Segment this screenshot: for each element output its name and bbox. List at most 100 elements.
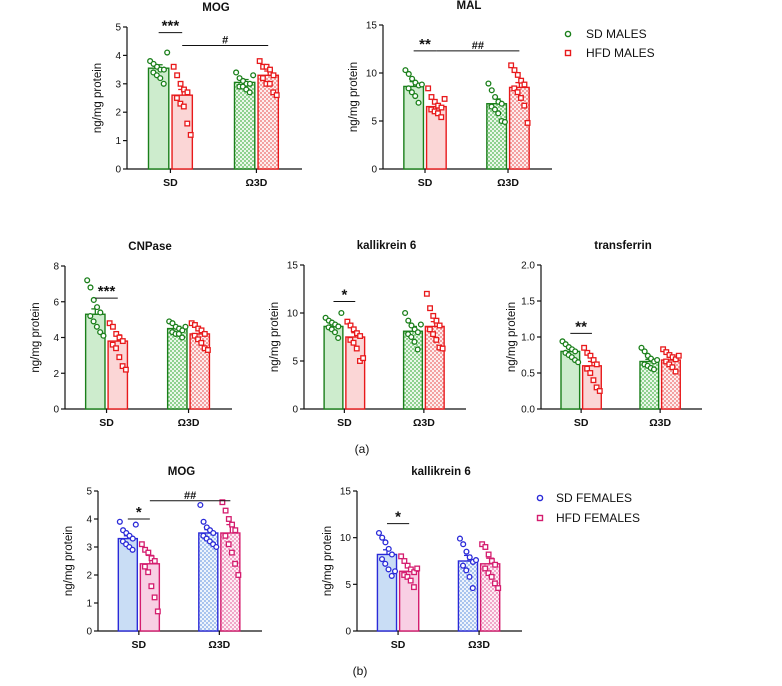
data-point [219, 499, 226, 506]
y-tick-label: 8 [53, 262, 59, 273]
data-point [581, 344, 588, 351]
data-point [524, 119, 531, 126]
data-point [402, 67, 409, 74]
y-tick-label: 1 [86, 599, 92, 610]
data-point [273, 92, 280, 99]
significance-label: * [136, 504, 142, 521]
data-point [404, 562, 411, 569]
data-point [233, 69, 240, 76]
y-tick-label: 10 [287, 309, 299, 320]
data-point [411, 338, 418, 345]
data-point [439, 345, 446, 352]
data-point [511, 85, 518, 92]
data-point [459, 562, 467, 569]
data-point [433, 336, 440, 343]
data-point [174, 72, 181, 79]
y-tick-label: 5 [292, 357, 298, 368]
chart-title: CNPase [128, 241, 171, 253]
chart-title: kallikrein 6 [411, 466, 470, 478]
data-point [414, 346, 421, 353]
data-point [466, 554, 473, 561]
data-point [93, 323, 100, 330]
y-tick-label: 5 [345, 580, 351, 591]
data-point [517, 95, 524, 101]
data-point [113, 330, 120, 337]
chart-title: transferrin [594, 240, 652, 252]
data-point [232, 560, 239, 567]
data-point [385, 545, 392, 552]
data-point [197, 501, 204, 509]
data-point [492, 561, 499, 568]
data-point [116, 334, 123, 341]
data-point [431, 98, 438, 105]
x-tick-label: Ω3D [413, 417, 435, 429]
data-point [430, 331, 437, 338]
x-tick-label: Ω3D [245, 177, 267, 189]
data-point [141, 563, 148, 570]
data-point [641, 348, 648, 355]
data-point [485, 570, 492, 577]
data-point [198, 339, 205, 346]
data-point [87, 284, 94, 291]
x-tick-label: SD [99, 417, 114, 429]
y-tick-label: 10 [366, 69, 378, 80]
data-point [331, 329, 339, 336]
y-tick-label: 2.0 [521, 261, 535, 272]
data-point [179, 334, 186, 341]
data-point [375, 529, 383, 537]
data-point [488, 87, 495, 94]
data-point [173, 95, 180, 101]
data-point [213, 543, 220, 551]
data-point [266, 80, 273, 87]
y-tick-label: 0 [292, 405, 298, 416]
x-tick-label: Ω3D [178, 417, 200, 429]
data-point [109, 341, 116, 348]
significance-label: # [222, 34, 228, 46]
data-point [132, 521, 139, 528]
data-point [508, 62, 515, 69]
data-point [106, 320, 113, 327]
significance-label: *** [162, 18, 180, 35]
data-point [441, 95, 448, 102]
data-point [385, 566, 392, 573]
bar [257, 74, 280, 170]
y-tick-label: 0 [53, 405, 59, 416]
data-point [175, 330, 182, 337]
y-tick-label: 5 [371, 117, 377, 128]
data-point [184, 89, 191, 96]
y-axis-label: ng/mg protein [92, 63, 104, 133]
data-point [180, 103, 187, 110]
data-point [350, 326, 357, 333]
chart-title: MOG [168, 466, 196, 478]
data-point [491, 106, 498, 113]
data-point [129, 546, 136, 553]
data-point [222, 507, 229, 514]
y-axis-label: ng/mg protein [30, 302, 42, 372]
data-point [428, 94, 435, 100]
y-axis-label: ng/mg protein [63, 526, 75, 596]
data-point [256, 58, 263, 65]
data-point [347, 322, 354, 329]
significance-label: ## [472, 40, 484, 52]
data-point [438, 114, 445, 121]
data-point [360, 355, 367, 362]
significance-label: ** [419, 36, 431, 53]
data-point [97, 309, 104, 316]
data-point [411, 569, 418, 576]
data-point [638, 344, 645, 351]
y-tick-label: 2 [86, 571, 92, 582]
data-point [382, 539, 389, 546]
data-point [90, 296, 97, 304]
y-tick-label: 3 [115, 79, 121, 90]
y-tick-label: 15 [366, 21, 378, 32]
y-tick-label: 0 [115, 165, 121, 176]
data-point [672, 356, 679, 363]
legend-males: SD MALES HFD MALES [564, 27, 655, 60]
y-tick-label: 10 [340, 533, 352, 544]
data-point [344, 318, 351, 325]
data-point [587, 370, 594, 376]
data-point [488, 558, 495, 564]
data-point [195, 336, 201, 343]
data-point [138, 541, 145, 548]
y-tick-label: 2 [53, 369, 59, 380]
